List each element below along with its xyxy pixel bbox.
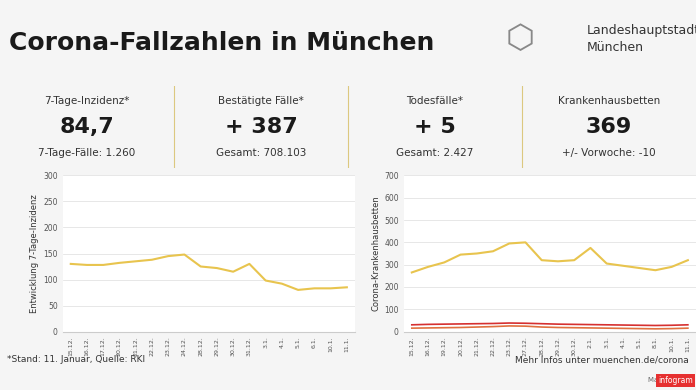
Text: 369: 369 [586,117,632,137]
Text: ⬡: ⬡ [506,22,535,55]
Text: 7-Tage-Fälle: 1.260: 7-Tage-Fälle: 1.260 [38,148,136,158]
Text: Gesamt: 708.103: Gesamt: 708.103 [216,148,306,158]
Text: Corona-Fallzahlen in München: Corona-Fallzahlen in München [9,31,434,55]
Text: Made with: Made with [649,377,689,383]
Text: *Stand: 11. Januar, Quelle: RKI: *Stand: 11. Januar, Quelle: RKI [7,355,145,364]
Text: infogram: infogram [658,376,693,385]
Text: Mehr Infos unter muenchen.de/corona: Mehr Infos unter muenchen.de/corona [515,355,689,364]
Y-axis label: Corona-Krankenhausbetten: Corona-Krankenhausbetten [371,196,380,311]
Text: +/- Vorwoche: -10: +/- Vorwoche: -10 [562,148,656,158]
Text: + 5: + 5 [414,117,456,137]
Text: 84,7: 84,7 [60,117,114,137]
Text: Landeshauptstadt
München: Landeshauptstadt München [586,24,696,53]
Text: Gesamt: 2.427: Gesamt: 2.427 [396,148,474,158]
Text: Bestätigte Fälle*: Bestätigte Fälle* [218,96,304,106]
Text: 7-Tage-Inzidenz*: 7-Tage-Inzidenz* [45,96,129,106]
Text: Krankenhausbetten: Krankenhausbetten [558,96,660,106]
Y-axis label: Entwicklung 7-Tage-Inzidenz: Entwicklung 7-Tage-Inzidenz [30,194,39,313]
Text: + 387: + 387 [225,117,297,137]
Text: Todesfälle*: Todesfälle* [406,96,464,106]
